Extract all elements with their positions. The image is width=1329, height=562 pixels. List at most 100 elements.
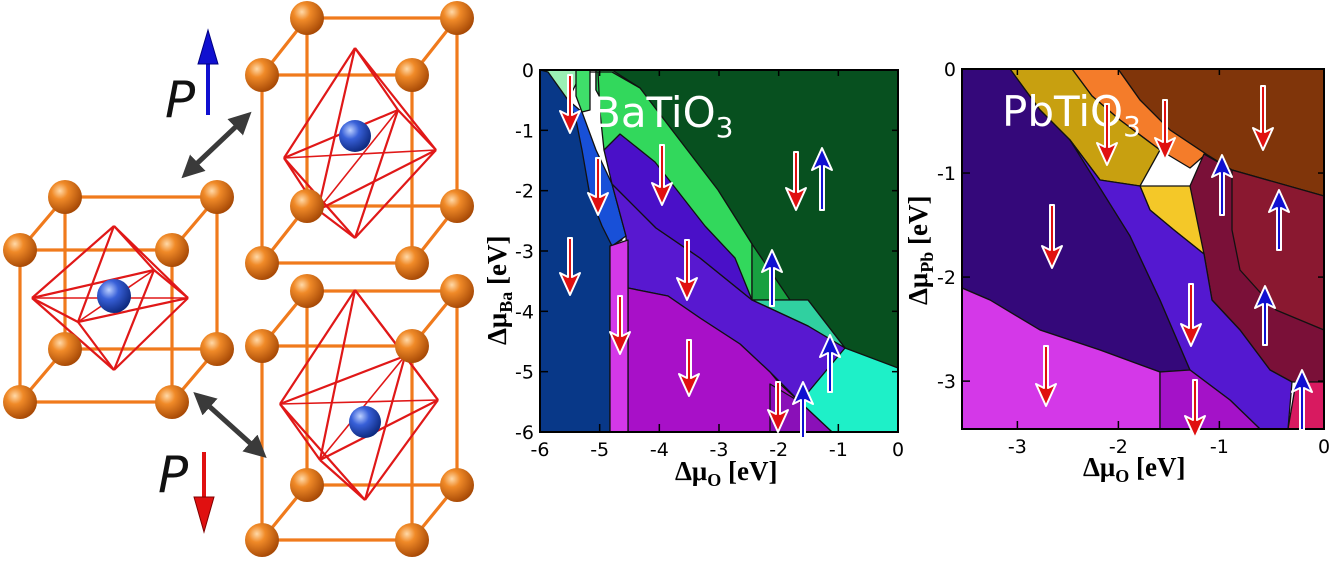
y-tick-label: -1 <box>937 163 956 185</box>
polarization-down-arrow <box>1252 85 1274 151</box>
corner-atom <box>440 274 474 308</box>
x-tick-label: -4 <box>650 439 669 461</box>
batio3-y-axis-label: ΔμBa [eV] <box>482 236 516 345</box>
y-tick-label: -4 <box>515 301 534 323</box>
polarization-down-arrow <box>678 339 700 397</box>
corner-atom <box>440 1 474 35</box>
batio3-ticks: -6 -5 -4 -3 -2 -1 0 0 -1 -2 -3 -4 -5 -6 <box>515 60 904 461</box>
ti-atom <box>97 279 131 313</box>
perovskite-structures <box>3 1 474 557</box>
polarization-down-arrow <box>1041 204 1063 269</box>
y-tick-label: -6 <box>515 422 534 444</box>
corner-atom <box>395 329 429 363</box>
polarization-down-arrow <box>1035 345 1057 407</box>
y-tick-label: 0 <box>522 60 534 82</box>
region-crimson <box>1287 381 1324 429</box>
corner-atom <box>395 58 429 92</box>
ti-atom <box>339 120 371 152</box>
x-tick-label: -6 <box>531 439 550 461</box>
corner-atom <box>440 189 474 223</box>
batio3-phase-diagram: -6 -5 -4 -3 -2 -1 0 0 -1 -2 -3 -4 -5 -6 BaTiO3 ΔμO [e… <box>482 60 904 490</box>
corner-atom <box>155 233 189 267</box>
x-tick-label: -2 <box>1109 436 1128 458</box>
cell-bottom-right <box>245 274 474 557</box>
polarization-up-arrow <box>1254 285 1276 346</box>
transition-double-arrow-top <box>181 111 252 179</box>
polarization-up-arrow <box>1211 154 1233 216</box>
polarization-label-down: P <box>158 446 189 504</box>
batio3-x-axis-label: ΔμO [eV] <box>675 456 777 490</box>
corner-atom <box>3 385 37 419</box>
x-tick-label: -1 <box>1210 436 1229 458</box>
polarization-down-arrow <box>609 295 631 355</box>
corner-atom <box>290 1 324 35</box>
x-tick-label: -2 <box>769 439 788 461</box>
polarization-down-arrow <box>559 237 581 296</box>
x-tick-label: -5 <box>590 439 609 461</box>
corner-atom <box>290 468 324 502</box>
pbtio3-ticks: -3 -2 -1 0 0 -1 -2 -3 <box>937 59 1329 458</box>
x-tick-label: -1 <box>829 439 848 461</box>
region-magenta <box>962 287 1161 429</box>
polarization-down-arrow <box>676 239 698 301</box>
corner-atom <box>3 233 37 267</box>
transition-double-arrow-bottom <box>193 391 267 459</box>
polarization-up-arrow <box>197 28 219 115</box>
polarization-down-arrow <box>587 157 609 216</box>
x-tick-label: 0 <box>1318 436 1329 458</box>
y-tick-label: -2 <box>515 181 534 203</box>
polarization-down-arrow <box>1154 99 1176 161</box>
region-indigo <box>603 133 753 301</box>
y-tick-label: -5 <box>515 362 534 384</box>
x-tick-label: 0 <box>892 439 904 461</box>
region-blue-violet <box>1069 139 1293 429</box>
polarization-down-arrow <box>1184 379 1206 439</box>
polarization-down-arrow <box>767 381 789 433</box>
polarization-down-arrow <box>1180 283 1202 347</box>
polarization-down-arrow <box>1096 103 1118 166</box>
corner-atom <box>395 523 429 557</box>
corner-atom <box>155 385 189 419</box>
corner-atom <box>290 274 324 308</box>
polarization-up-arrow <box>811 147 833 211</box>
polarization-label-up: P <box>165 71 196 129</box>
region-purple <box>1159 369 1261 429</box>
polarization-down-arrow <box>785 151 807 211</box>
polarization-down-arrow <box>559 74 581 134</box>
pbtio3-y-axis-label: ΔμPb [eV] <box>903 196 937 305</box>
y-tick-label: -1 <box>515 120 534 142</box>
region-purple <box>627 245 801 432</box>
y-tick-label: -2 <box>937 267 956 289</box>
y-tick-label: -3 <box>937 371 956 393</box>
corner-atom <box>245 329 279 363</box>
ti-atom <box>349 406 381 438</box>
corner-atom <box>245 58 279 92</box>
corner-atom <box>395 246 429 280</box>
batio3-polarization-arrows <box>559 74 841 439</box>
corner-atom <box>245 523 279 557</box>
pbtio3-phase-diagram: -3 -2 -1 0 0 -1 -2 -3 PbTiO3 ΔμO [eV] ΔμPb [eV] <box>903 59 1329 486</box>
pbtio3-title: PbTiO3 <box>1002 87 1141 143</box>
y-tick-label: 0 <box>944 59 956 81</box>
corner-atom <box>200 180 234 214</box>
polarization-up-arrow <box>761 249 783 307</box>
pbtio3-plot-frame <box>961 68 1325 430</box>
corner-atom <box>48 332 82 366</box>
region-green-strip <box>575 70 591 113</box>
x-tick-label: -3 <box>710 439 729 461</box>
y-tick-label: -3 <box>515 241 534 263</box>
polarization-up-arrow <box>819 334 841 393</box>
corner-atom <box>245 246 279 280</box>
batio3-title: BaTiO3 <box>592 88 733 144</box>
polarization-down-arrow <box>651 144 673 206</box>
corner-atom <box>440 468 474 502</box>
polarization-down-arrow <box>193 452 215 534</box>
polarization-up-arrow <box>792 381 814 439</box>
cell-top-right <box>245 1 474 280</box>
x-tick-label: -3 <box>1008 436 1027 458</box>
polarization-up-arrow <box>1268 189 1290 251</box>
pbtio3-x-axis-label: ΔμO [eV] <box>1083 452 1185 486</box>
cell-left <box>3 180 234 419</box>
corner-atom <box>200 332 234 366</box>
